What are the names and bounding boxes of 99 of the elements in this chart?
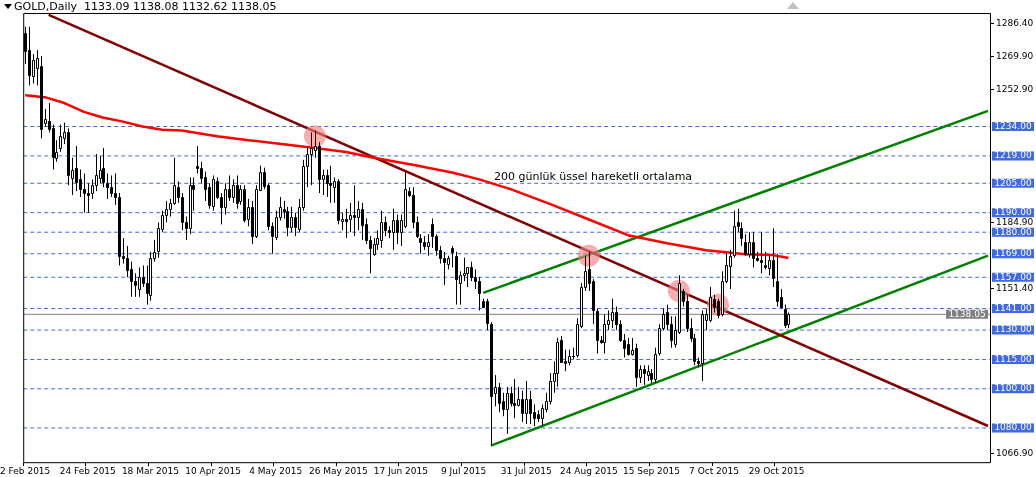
candlestick — [451, 245, 454, 268]
candlestick — [83, 173, 86, 214]
ref-line-label: 1205.00 — [994, 177, 1032, 188]
candlestick — [329, 165, 332, 204]
candlestick — [431, 218, 434, 249]
x-tick-label: 24 Aug 2015 — [559, 465, 618, 476]
y-tick-label: 1286.40 — [996, 18, 1034, 29]
candlestick — [486, 298, 489, 331]
candlestick — [443, 251, 446, 286]
candlestick — [709, 286, 712, 323]
candlestick — [102, 147, 105, 188]
candlestick — [772, 227, 775, 288]
candlestick — [670, 315, 673, 349]
candlestick — [748, 231, 751, 259]
candlestick — [533, 403, 536, 427]
x-tick-label: 15 Sep 2015 — [622, 465, 680, 476]
y-tick-label: 1066.90 — [996, 447, 1034, 458]
candlestick — [611, 298, 614, 329]
candlestick — [353, 184, 356, 237]
candlestick — [776, 253, 779, 308]
candlestick — [470, 261, 473, 282]
x-tick-label: 26 May 2015 — [308, 465, 368, 476]
ref-line-label: 1169.00 — [994, 248, 1032, 259]
candlestick — [506, 386, 509, 435]
candlestick — [275, 210, 278, 241]
candlestick — [357, 200, 360, 231]
ref-line-label: 1080.00 — [994, 422, 1032, 433]
candlestick — [310, 131, 313, 186]
ref-line-label: 1130.00 — [994, 324, 1032, 335]
candlestick — [59, 124, 62, 153]
candlestick — [521, 390, 524, 423]
candlestick — [729, 249, 732, 290]
candlestick — [427, 233, 430, 257]
candlestick — [478, 276, 481, 312]
x-tick-label: 9 Jul 2015 — [440, 465, 487, 476]
ref-line-label: 1234.00 — [994, 120, 1032, 131]
candlestick — [95, 153, 98, 192]
ref-line-label: 1115.00 — [994, 353, 1032, 364]
ref-line-label: 1180.00 — [994, 226, 1032, 237]
candlestick — [110, 174, 113, 198]
chart-title: GOLD,Daily 1133.09 1138.08 1132.62 1138.05 — [14, 0, 277, 13]
x-tick-label: 4 May 2015 — [249, 465, 303, 476]
candlestick — [106, 173, 109, 200]
candlestick — [130, 261, 133, 298]
candlestick — [290, 206, 293, 233]
annotation: 200 günlük üssel hareketli ortalama — [494, 169, 693, 183]
candlestick — [541, 403, 544, 427]
y-tick-label: 1151.40 — [996, 282, 1034, 293]
candlestick — [91, 178, 94, 200]
point — [303, 125, 326, 148]
candlestick — [396, 214, 399, 245]
y-tick-label: 1269.90 — [996, 50, 1034, 61]
point — [577, 244, 600, 267]
candlestick — [224, 182, 227, 216]
candlestick — [361, 202, 364, 241]
x-tick-label: 18 Mar 2015 — [121, 465, 179, 476]
candlestick — [75, 145, 78, 192]
candlestick — [345, 208, 348, 239]
candlestick — [643, 364, 646, 386]
candlestick — [384, 216, 387, 237]
candlestick — [455, 251, 458, 306]
candlestick — [760, 231, 763, 274]
candlestick — [134, 272, 137, 298]
x-tick-label: 31 Jul 2015 — [500, 465, 552, 476]
x-tick-label: 17 Jun 2015 — [373, 465, 428, 476]
candlestick — [204, 171, 207, 202]
y-tick-label: 1184.90 — [996, 216, 1034, 227]
candlestick — [236, 174, 239, 210]
ref-line-label: 1141.00 — [994, 302, 1032, 313]
candlestick — [126, 245, 129, 278]
candlestick — [474, 268, 477, 290]
candlestick — [768, 255, 771, 276]
candlestick — [349, 202, 352, 233]
ref-line-label: 1138.05 — [948, 308, 986, 319]
candlestick — [392, 208, 395, 251]
y-tick-label: 1252.90 — [996, 83, 1034, 94]
x-tick-label: 10 Apr 2015 — [185, 465, 241, 476]
candlestick — [232, 178, 235, 204]
x-tick-label: 29 Oct 2015 — [748, 465, 805, 476]
candlestick — [752, 231, 755, 268]
candlestick — [32, 53, 35, 84]
x-tick-label: 24 Feb 2015 — [59, 465, 116, 476]
ref-line-label: 1100.00 — [994, 383, 1032, 394]
candlestick — [513, 378, 516, 419]
x-tick-label: 7 Oct 2015 — [689, 465, 740, 476]
x-tick-label: 2 Feb 2015 — [0, 465, 51, 476]
candlestick — [79, 169, 82, 198]
candlestick — [525, 380, 528, 425]
candlestick — [529, 390, 532, 425]
candlestick — [380, 210, 383, 249]
ref-line-label: 1157.00 — [994, 271, 1032, 282]
candlestick — [173, 157, 176, 206]
candlestick — [99, 155, 102, 184]
candlestick — [87, 182, 90, 214]
candlestick — [138, 266, 141, 298]
candlestick — [744, 233, 747, 257]
ref-line-label: 1219.00 — [994, 150, 1032, 161]
ref-line-label: 1190.00 — [994, 206, 1032, 217]
candlestick — [498, 382, 501, 413]
